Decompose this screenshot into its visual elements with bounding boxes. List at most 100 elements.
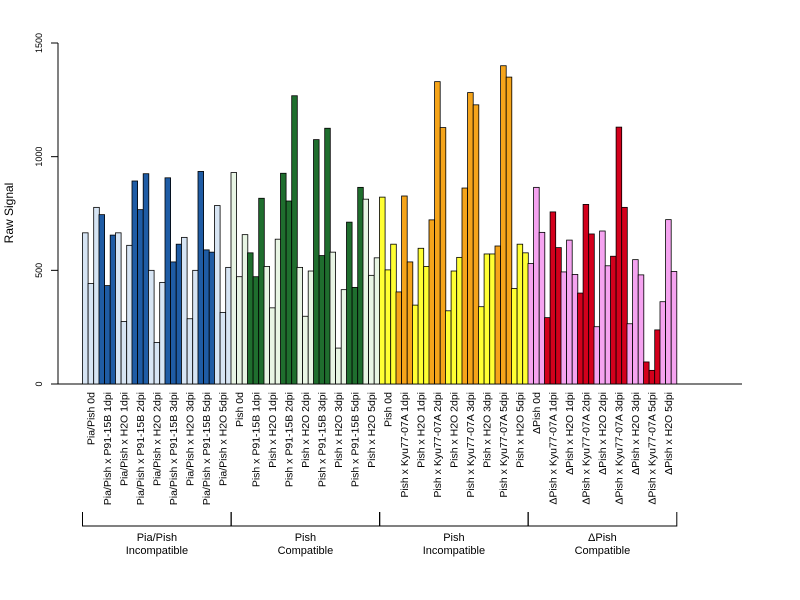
bar [313,139,320,385]
category-label: Pish 0d [382,392,394,427]
category-label: ΔPish x H2O 5dpi [663,392,675,475]
bar [428,219,435,385]
bar [186,318,194,385]
bar [516,243,524,385]
bar [659,301,666,385]
category-labels: Pia/Pish 0d Pia/Pish x P91-15B 1dpi Pia/Pi… [85,392,675,505]
bar [549,211,557,385]
group-bracket [82,512,232,527]
group-label-title: Pish [443,532,464,544]
bar [236,276,243,385]
category-label: Pish x P91-15B 5dpi [349,392,361,487]
category-label: Pia/Pish x P91-15B 3dpi [168,392,180,505]
category-label: ΔPish x H2O 3dpi [630,392,642,475]
group-bracket [527,512,678,527]
bar [654,329,661,385]
bar [582,204,590,385]
bar [340,289,348,385]
bar [593,326,600,385]
bar [104,285,111,385]
bar [511,288,518,385]
bar [153,341,161,385]
bar [384,269,392,385]
bar [269,307,276,385]
bar [566,239,573,385]
category-label: Pish x P91-15B 3dpi [316,392,328,487]
bar [170,261,177,385]
group-label-subtitle: Compatible [575,545,631,557]
category-label: Pish x H2O 1dpi [415,392,427,468]
bar [225,266,232,385]
bar [82,232,89,385]
bar [258,197,265,385]
bar [247,252,254,385]
bar [357,186,364,385]
category-label: ΔPish x H2O 1dpi [564,392,576,475]
bar [632,259,639,385]
bar [615,126,623,385]
bar [175,243,183,385]
bar [412,304,419,385]
group-label-subtitle: Incompatible [423,545,485,557]
bar [483,253,491,385]
bar [456,256,463,385]
bar [560,271,567,385]
category-label: ΔPish x H2O 2dpi [597,392,609,475]
bar [203,249,210,385]
bar [241,234,249,385]
category-label: Pia/Pish x P91-15B 2dpi [135,392,147,505]
bar [318,255,326,385]
category-label: Pish x H2O 2dpi [448,392,460,468]
bar [450,270,458,385]
bar [395,291,402,385]
bar [538,231,546,385]
bar [296,266,303,385]
bar [406,261,414,385]
bar [159,281,166,385]
bar [637,274,645,385]
bar [252,276,260,385]
bar [626,323,633,385]
category-label: ΔPish x Kyu77-07A 5dpi [646,392,658,505]
bar [351,286,359,385]
bar [274,238,282,385]
category-label: Pish x H2O 2dpi [300,392,312,468]
bar [197,171,204,385]
group-label-title: ΔPish [588,532,617,544]
bar [126,244,133,385]
group-label-subtitle: Incompatible [126,545,188,557]
bar [164,177,171,385]
group-label-title: Pish [295,532,316,544]
bar [115,232,122,385]
bar [423,266,430,385]
bar [555,247,562,385]
bar [467,92,474,385]
bar [208,251,216,385]
bar [417,247,425,385]
bar [87,283,95,385]
bar [648,369,656,385]
category-label: Pish x Kyu77-07A 1dpi [399,392,411,498]
bar [302,315,309,385]
category-label: Pish x H2O 1dpi [267,392,279,468]
category-label: Pish 0d [234,392,246,427]
bar [588,233,595,385]
category-label: Pish x H2O 5dpi [514,392,526,468]
bar [604,265,612,385]
bar [368,274,375,385]
category-label: ΔPish x Kyu77-07A 3dpi [613,392,625,505]
bar [522,252,529,385]
bar [527,263,534,385]
bar [362,198,369,385]
bar [335,347,342,385]
bar [324,127,331,385]
category-label: Pish x Kyu77-07A 2dpi [432,392,444,498]
bar [500,65,507,385]
bar [643,361,650,385]
category-label: Pish x P91-15B 2dpi [283,392,295,487]
bar [329,251,336,385]
bar [472,104,480,385]
bar [439,127,447,385]
bar [230,172,237,385]
